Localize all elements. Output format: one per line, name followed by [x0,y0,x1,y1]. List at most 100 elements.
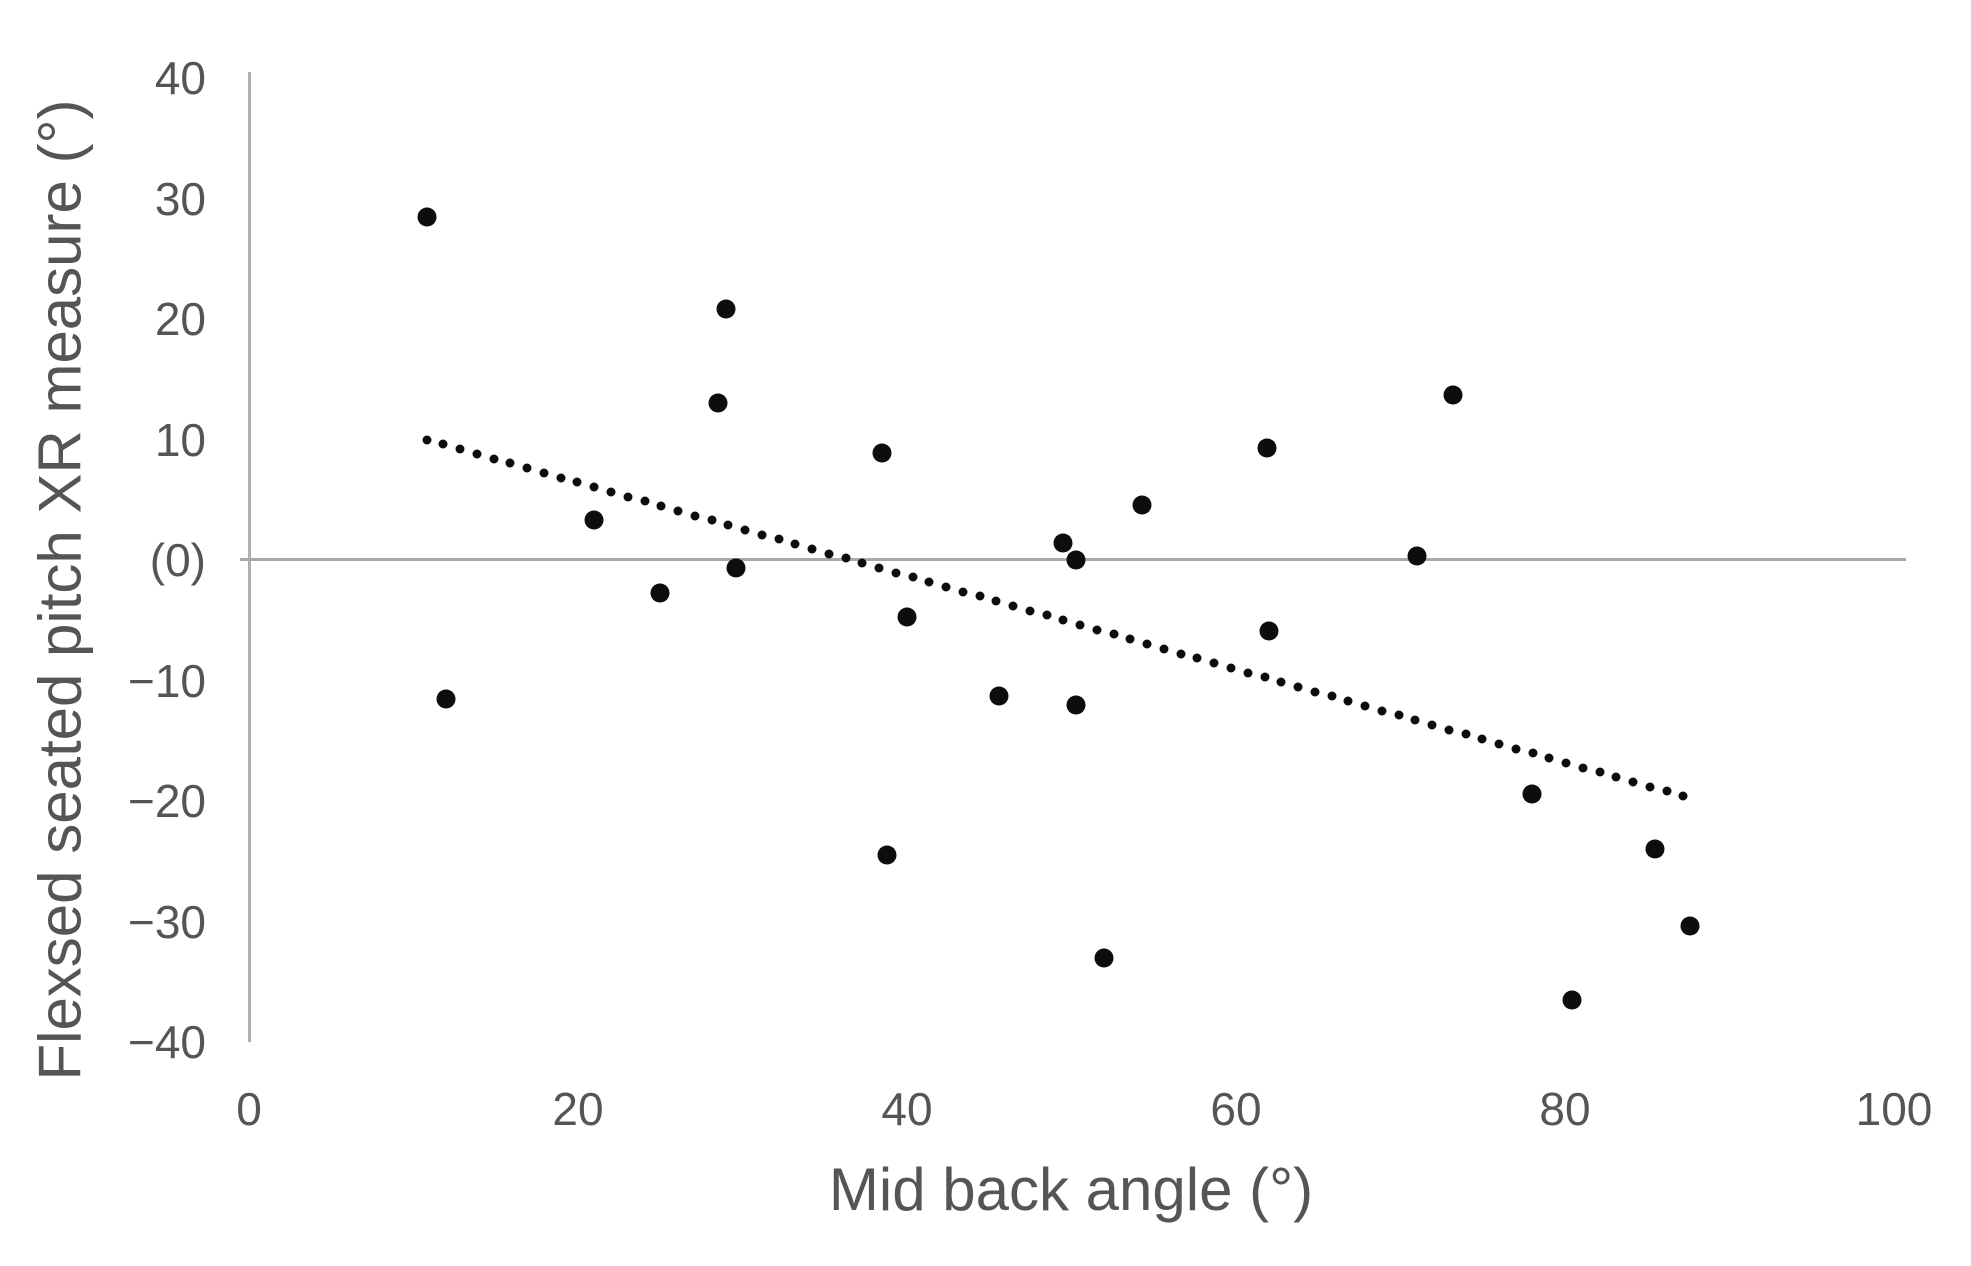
x-tick-label: 20 [552,1083,604,1135]
trendline-dot [1611,772,1621,782]
trendline-dot [1578,763,1588,773]
trendline-dot [539,468,549,478]
trendline-dot [1192,653,1202,663]
y-tick-label: −20 [127,775,206,827]
trendline-dot [1645,782,1655,792]
trendline-dot [958,587,968,597]
trendline-dot [1159,644,1169,654]
scatter-point [1680,916,1700,936]
scatter-point [1132,495,1152,515]
scatter-point [1259,621,1279,641]
trendline-dot [673,506,683,516]
trendline-dot [1662,786,1672,796]
trendline-dot [1142,639,1152,649]
trendline-dot [1477,734,1487,744]
scatter-point [650,583,670,603]
trendline-dot [623,492,633,502]
trendline-dot [757,530,767,540]
trendline-dot [874,563,884,573]
trendline-dot [740,525,750,535]
scatter-point [1053,533,1073,553]
trendline-dot [472,449,482,459]
scatter-point [1094,948,1114,968]
trendline-dot [1427,720,1437,730]
trendline-dot [908,572,918,582]
trendline-dot [975,591,985,601]
trendline-dot [1327,691,1337,701]
scatter-point [584,510,604,530]
trendline-dot [1260,672,1269,682]
scatter-point [708,393,728,413]
trendline-dot [1544,753,1554,763]
y-axis-line [248,72,251,1042]
trendline-dot [556,473,566,483]
trendline-dot [589,482,599,492]
trendline-dot [707,515,717,525]
trendline-dot [522,463,532,473]
scatter-point [716,299,736,319]
scatter-point [989,686,1009,706]
scatter-point [877,845,897,865]
trendline-dot [857,558,867,568]
trendline-dot [1678,791,1688,801]
trendline-dot [1209,658,1219,668]
trendline-dot [1075,620,1085,630]
scatter-point [726,558,746,578]
trendline-dot [1092,625,1102,635]
trendline-dot [1394,710,1404,720]
scatter-point [1443,385,1463,405]
trendline-dot [438,439,448,449]
trendline-dot [1109,629,1119,639]
trendline-dot [1461,729,1471,739]
trendline-dot [1176,649,1186,658]
trendline-dot [891,568,901,578]
x-tick-label: 80 [1539,1083,1591,1135]
trendline-dot [1528,748,1538,758]
y-tick-label: 40 [154,52,206,104]
trendline-dot [505,458,515,468]
x-tick-label: 100 [1855,1083,1933,1135]
trendline-dot [572,477,582,487]
trendline-dot [1025,606,1035,616]
trendline-dot [1360,701,1370,711]
scatter-point [1257,438,1277,458]
trendline-dot [1595,767,1605,777]
scatter-point [1562,990,1582,1010]
y-tick-label: −30 [127,895,206,948]
y-tick-label: 20 [154,293,206,345]
trendline-dot [1226,663,1236,673]
trendline-dot [1494,739,1504,749]
trendline-dot [824,549,834,559]
trendline-dot [807,544,817,554]
trendline-dot [1410,715,1420,725]
y-tick-label: −40 [127,1016,206,1068]
x-tick-label: 60 [1210,1083,1262,1135]
trendline-dot [1008,601,1018,611]
trendline-dot [1125,634,1135,644]
trendline-dot [1310,687,1320,697]
trendline-dot [690,511,700,521]
trendline-dot [422,435,432,444]
scatter-point [897,607,917,627]
trendline-dot [1628,777,1638,787]
scatter-point [436,689,456,709]
trendline-dot [1343,696,1353,706]
trendline-dot [1444,725,1454,735]
trendline-dot [656,501,666,511]
trendline-dot [924,577,934,587]
trendline-dot [1243,668,1253,678]
trendline-dot [606,487,616,497]
trendline-dot [774,534,784,544]
y-tick-label: 30 [154,172,206,225]
trendline-dot [1058,615,1068,625]
trendline-dot [723,520,733,530]
trendline-dot [1293,682,1303,692]
x-tick-label: 40 [881,1083,933,1135]
trendline-dot [489,454,499,464]
y-tick-label: 10 [154,413,206,466]
trendline-dot [1561,758,1571,768]
scatter-point [1066,695,1086,715]
x-tick-label: 0 [236,1083,262,1135]
trendline-dot [640,496,649,506]
